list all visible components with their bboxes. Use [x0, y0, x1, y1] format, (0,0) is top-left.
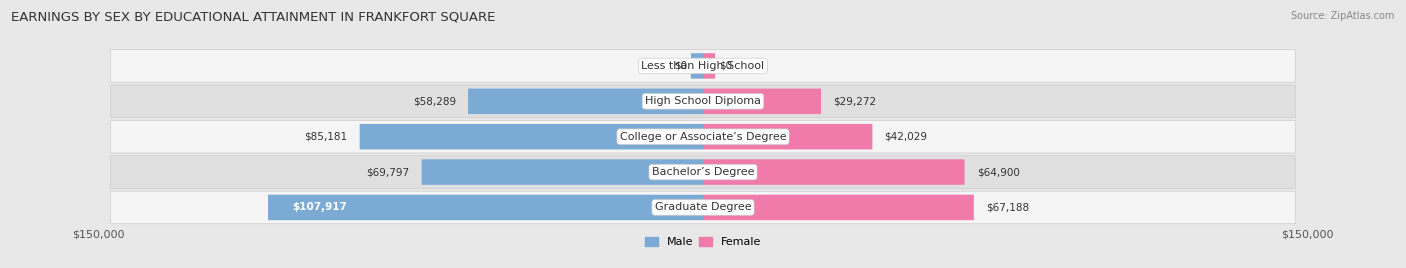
FancyBboxPatch shape: [269, 195, 703, 220]
FancyBboxPatch shape: [111, 120, 1295, 153]
Text: Less than High School: Less than High School: [641, 61, 765, 71]
FancyBboxPatch shape: [690, 53, 703, 79]
Text: Bachelor’s Degree: Bachelor’s Degree: [652, 167, 754, 177]
Text: Graduate Degree: Graduate Degree: [655, 202, 751, 213]
Text: EARNINGS BY SEX BY EDUCATIONAL ATTAINMENT IN FRANKFORT SQUARE: EARNINGS BY SEX BY EDUCATIONAL ATTAINMEN…: [11, 11, 496, 24]
FancyBboxPatch shape: [703, 124, 872, 150]
FancyBboxPatch shape: [360, 124, 703, 150]
Text: $69,797: $69,797: [367, 167, 409, 177]
Text: High School Diploma: High School Diploma: [645, 96, 761, 106]
Text: $0: $0: [718, 61, 733, 71]
Text: $58,289: $58,289: [413, 96, 456, 106]
Text: $29,272: $29,272: [834, 96, 876, 106]
FancyBboxPatch shape: [703, 88, 821, 114]
Text: $0: $0: [673, 61, 688, 71]
Text: $64,900: $64,900: [977, 167, 1019, 177]
FancyBboxPatch shape: [422, 159, 703, 185]
FancyBboxPatch shape: [111, 156, 1295, 188]
Text: Source: ZipAtlas.com: Source: ZipAtlas.com: [1291, 11, 1395, 21]
Text: $67,188: $67,188: [986, 202, 1029, 213]
Text: $107,917: $107,917: [292, 202, 347, 213]
FancyBboxPatch shape: [468, 88, 703, 114]
FancyBboxPatch shape: [703, 195, 974, 220]
Text: $42,029: $42,029: [884, 132, 928, 142]
Text: $85,181: $85,181: [305, 132, 347, 142]
Text: College or Associate’s Degree: College or Associate’s Degree: [620, 132, 786, 142]
FancyBboxPatch shape: [703, 53, 716, 79]
FancyBboxPatch shape: [111, 191, 1295, 224]
FancyBboxPatch shape: [111, 50, 1295, 82]
FancyBboxPatch shape: [703, 159, 965, 185]
Legend: Male, Female: Male, Female: [640, 232, 766, 251]
FancyBboxPatch shape: [111, 85, 1295, 118]
